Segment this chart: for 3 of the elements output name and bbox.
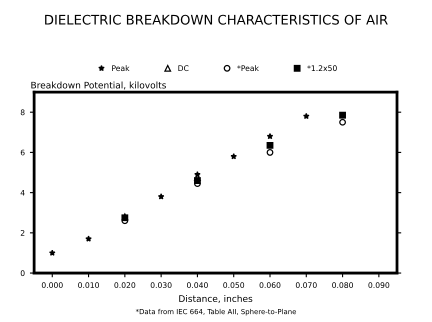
chart-title: DIELECTRIC BREAKDOWN CHARACTERISTICS OF AIR xyxy=(45,14,388,25)
x-axis-title: Distance, inches xyxy=(179,295,252,303)
y-axis-title: Breakdown Potential, kilovolts xyxy=(31,82,166,90)
